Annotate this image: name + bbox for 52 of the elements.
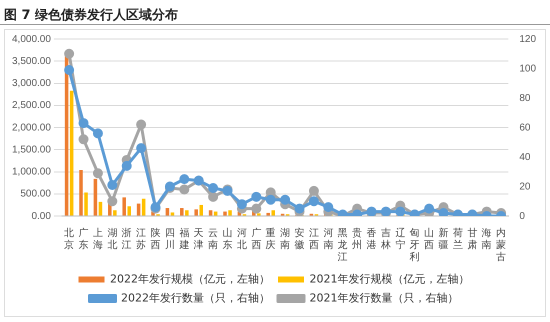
x-tick-label: 江苏: [136, 226, 146, 251]
x-tick-label: 安徽: [294, 226, 305, 251]
x-tick-label: 云南: [208, 228, 218, 251]
y-tick-label: 500.00: [20, 188, 52, 200]
legend-label: 2021年发行规模（亿元，左轴）: [310, 272, 470, 286]
y-tick-label: 0.00: [31, 210, 52, 222]
y-tick-label: 1,500.00: [12, 144, 52, 156]
x-tick-label: 甘肃: [467, 226, 478, 251]
x-tick-label: 荷兰: [452, 226, 463, 251]
y-tick-label: 1,000.00: [12, 166, 52, 178]
x-tick-label: 贵州: [352, 226, 362, 251]
x-tick-label: 海南: [482, 226, 492, 251]
x-tick-label: 上海: [92, 226, 103, 251]
y-tick-label: 3,000.00: [12, 78, 52, 89]
x-tick-label: 湖北: [107, 226, 118, 251]
y2-tick-label: 60: [519, 122, 531, 134]
chart-title: 图 7 绿色债券发行人区域分布: [0, 0, 550, 25]
y-tick-label: 2,000.00: [12, 122, 52, 134]
x-tick-label: 山西: [424, 226, 434, 251]
x-tick-label: 湖南: [280, 226, 290, 251]
legend-label: 2021年发行数量（只，右轴）: [310, 291, 458, 304]
y2-tick-label: 40: [519, 152, 531, 163]
x-tick-label: 北京: [64, 226, 74, 251]
x-tick-label: 福建: [178, 226, 190, 251]
x-tick-label: 广东: [78, 226, 89, 251]
x-tick-label: 重庆: [266, 226, 276, 251]
y-tick-label: 4,000.00: [12, 34, 52, 45]
x-tick-label: 匈牙利: [410, 226, 420, 263]
x-tick-label: 山东: [222, 226, 233, 251]
x-tick-label: 天津: [194, 228, 204, 251]
x-tick-label: 新疆: [438, 226, 449, 251]
x-tick-label: 内蒙古: [496, 226, 506, 263]
x-tick-label: 辽宁: [395, 226, 406, 251]
y2-tick-label: 120: [519, 34, 536, 45]
y-tick-label: 2,500.00: [12, 100, 52, 112]
y2-tick-label: 80: [519, 92, 531, 104]
y2-tick-label: 0: [519, 210, 526, 222]
x-tick-label: 江西: [308, 226, 319, 251]
x-tick-label: 河南: [323, 226, 334, 251]
y2-tick-label: 20: [519, 181, 531, 192]
x-tick-label: 陕西: [150, 226, 161, 251]
x-tick-label: 四川: [164, 228, 175, 251]
x-tick-label: 广西: [251, 226, 262, 251]
x-tick-label: 河北: [236, 226, 247, 251]
x-tick-label: 香港: [366, 226, 377, 251]
x-tick-label: 浙江: [122, 226, 132, 251]
x-tick-label: 黑龙江: [338, 228, 348, 263]
legend-label: 2022年发行数量（只，右轴）: [121, 291, 270, 304]
x-tick-label: 吉林: [380, 226, 391, 251]
y2-tick-label: 100: [519, 63, 536, 74]
y-tick-label: 3,500.00: [12, 56, 52, 67]
legend-label: 2022年发行规模（亿元，左轴）: [110, 272, 270, 286]
